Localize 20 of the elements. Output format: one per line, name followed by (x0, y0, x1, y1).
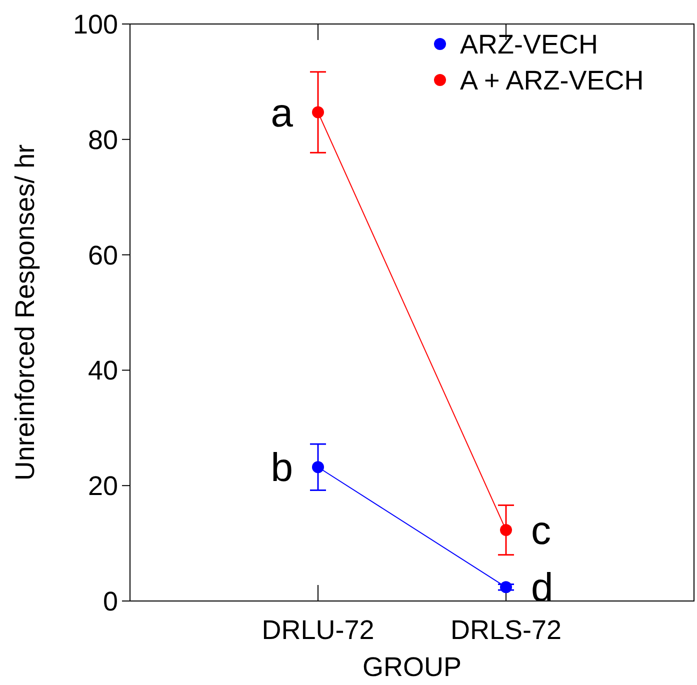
point (500, 581, 512, 594)
legend-label: ARZ-VECH (460, 29, 598, 60)
point (312, 106, 324, 118)
y-tick-label: 0 (102, 586, 118, 616)
y-axis-title: Unreinforced Responses/ hr (10, 144, 40, 481)
y-tick-label: 20 (88, 471, 118, 502)
annotation: d (531, 566, 554, 610)
y-tick-label: 40 (88, 356, 118, 386)
point (312, 461, 324, 474)
point (500, 524, 512, 536)
annotation: c (531, 509, 551, 554)
y-tick-label: 60 (88, 240, 118, 270)
y-tick-label: 100 (72, 9, 118, 40)
legend-label: A + ARZ-VECH (460, 65, 644, 96)
x-tick-label: DRLS-72 (450, 615, 562, 645)
x-tick-label: DRLU-72 (262, 615, 374, 645)
y-tick-label: 80 (88, 124, 118, 155)
annotation: a (270, 91, 294, 136)
x-axis-title: GROUP (362, 652, 462, 682)
annotation: b (270, 446, 293, 490)
